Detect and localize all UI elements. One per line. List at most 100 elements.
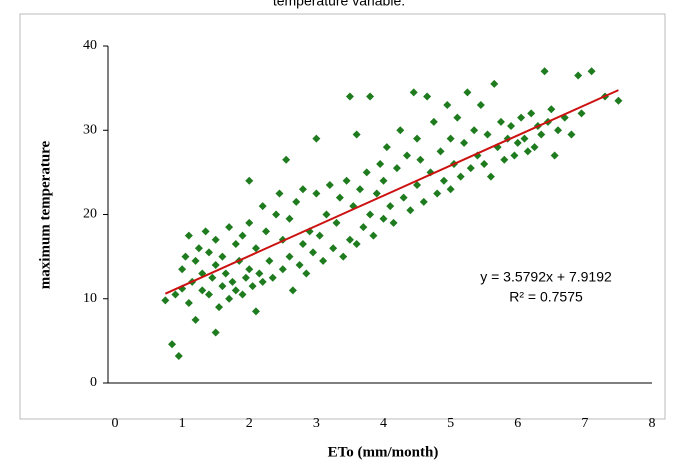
point: [413, 181, 422, 190]
point: [258, 277, 267, 286]
point: [429, 117, 438, 126]
x-tick-label: 0: [112, 416, 119, 431]
point: [466, 164, 475, 173]
point: [325, 181, 334, 190]
point: [218, 252, 227, 261]
point: [208, 273, 217, 282]
point: [211, 235, 220, 244]
point: [248, 282, 257, 291]
point: [174, 352, 183, 361]
point: [221, 269, 230, 278]
x-tick-label: 4: [380, 416, 387, 431]
point: [345, 92, 354, 101]
point: [231, 286, 240, 295]
point: [547, 105, 556, 114]
chart-frame: [19, 13, 666, 420]
x-tick-label: 3: [313, 416, 320, 431]
point: [178, 265, 187, 274]
point: [376, 159, 385, 168]
point: [241, 273, 250, 282]
x-tick-label: 8: [649, 416, 656, 431]
point: [366, 92, 375, 101]
point: [446, 185, 455, 194]
point: [527, 109, 536, 118]
point: [352, 130, 361, 139]
point: [238, 290, 247, 299]
point: [379, 214, 388, 223]
point: [587, 67, 596, 76]
point: [255, 269, 264, 278]
point: [211, 261, 220, 270]
point: [366, 210, 375, 219]
point: [362, 168, 371, 177]
point: [356, 185, 365, 194]
point: [231, 239, 240, 248]
point: [530, 143, 539, 152]
point: [201, 227, 210, 236]
point: [416, 155, 425, 164]
point: [194, 244, 203, 253]
point: [577, 109, 586, 118]
point: [446, 134, 455, 143]
point: [389, 218, 398, 227]
point: [399, 193, 408, 202]
point: [342, 176, 351, 185]
point: [238, 231, 247, 240]
point: [245, 218, 254, 227]
x-tick-label: 5: [447, 416, 454, 431]
point: [322, 210, 331, 219]
point: [517, 113, 526, 122]
point: [352, 239, 361, 248]
point: [480, 159, 489, 168]
point: [312, 134, 321, 143]
point: [386, 202, 395, 211]
point: [339, 252, 348, 261]
point: [275, 189, 284, 198]
point: [204, 290, 213, 299]
y-tick-label: 40: [83, 38, 97, 53]
point: [614, 96, 623, 105]
point: [292, 197, 301, 206]
point: [567, 130, 576, 139]
point: [312, 189, 321, 198]
point: [402, 151, 411, 160]
point: [453, 113, 462, 122]
point: [181, 252, 190, 261]
point: [245, 176, 254, 185]
x-axis-title: ETo (mm/month): [328, 444, 439, 460]
point: [298, 239, 307, 248]
point: [309, 248, 318, 257]
trendline: [164, 89, 619, 295]
point: [520, 134, 529, 143]
point: [168, 340, 177, 349]
point: [359, 223, 368, 232]
point: [302, 269, 311, 278]
point: [413, 134, 422, 143]
point: [204, 248, 213, 257]
y-tick-label: 20: [83, 207, 97, 222]
point: [550, 151, 559, 160]
point: [483, 130, 492, 139]
point: [574, 71, 583, 80]
point: [262, 227, 271, 236]
point: [171, 290, 180, 299]
trendline-equation: y = 3.5792x + 7.9192: [480, 269, 612, 285]
point: [486, 172, 495, 181]
point: [285, 214, 294, 223]
point: [295, 261, 304, 270]
y-tick-label: 0: [90, 375, 97, 390]
y-tick-label: 10: [83, 291, 97, 306]
point: [423, 92, 432, 101]
x-tick-label: 7: [581, 416, 588, 431]
point: [513, 138, 522, 147]
point: [540, 67, 549, 76]
point: [288, 286, 297, 295]
point: [463, 88, 472, 97]
point: [218, 282, 227, 291]
point: [225, 294, 234, 303]
point: [460, 138, 469, 147]
point: [298, 185, 307, 194]
point: [456, 172, 465, 181]
point: [332, 218, 341, 227]
